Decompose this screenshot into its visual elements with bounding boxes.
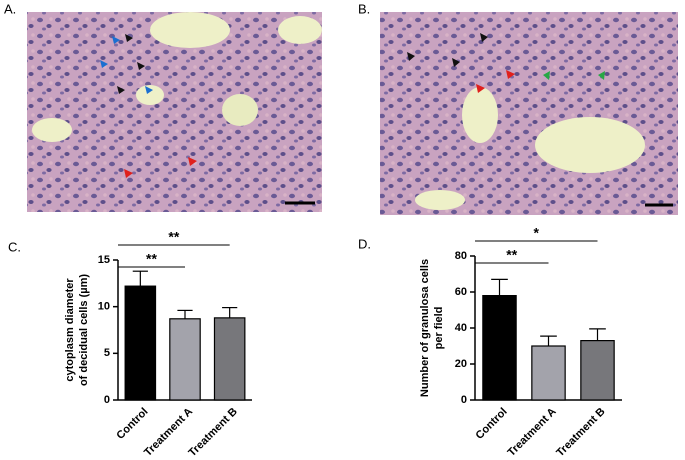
bar: [580, 340, 615, 401]
bar: [169, 318, 201, 401]
bar: [124, 285, 157, 401]
micrograph-b: [380, 12, 678, 215]
significance-label: **: [506, 247, 517, 263]
bar: [213, 317, 246, 401]
significance-label: **: [146, 251, 157, 267]
significance-label: *: [534, 225, 540, 241]
y-tick-label: 5: [104, 347, 110, 359]
y-tick-label: 10: [98, 301, 110, 313]
y-axis-label: Number of granulosa cells per field: [419, 259, 445, 397]
bar: [482, 295, 517, 401]
y-axis-label-line: Number of granulosa cells: [419, 259, 431, 397]
y-tick-label: 20: [455, 358, 467, 370]
y-tick-label: 60: [455, 286, 467, 298]
panel-label: A.: [4, 1, 16, 16]
panel-label: B.: [358, 1, 370, 16]
x-tick-label: Control: [474, 406, 510, 442]
x-tick-label: Treatment A: [506, 406, 559, 459]
x-tick-label: Treatment B: [554, 406, 607, 459]
micrograph-a: [27, 12, 322, 212]
panel-label: D.: [358, 236, 371, 251]
significance-label: **: [168, 229, 179, 245]
bar: [531, 345, 566, 401]
x-tick-label: Control: [114, 406, 150, 442]
y-axis-label-line: of decidual cells (µm): [78, 274, 90, 386]
y-axis-label-line: cytoplasm diameter: [64, 278, 76, 382]
panel-label: C.: [8, 239, 21, 254]
y-tick-label: 40: [455, 322, 467, 334]
y-tick-label: 0: [461, 394, 467, 406]
y-axis-label: cytoplasm diameter of decidual cells (µm): [64, 274, 90, 386]
y-axis-label-line: per field: [433, 307, 445, 350]
y-tick-label: 0: [104, 394, 110, 406]
y-tick-label: 80: [455, 250, 467, 262]
y-tick-label: 15: [98, 254, 110, 266]
